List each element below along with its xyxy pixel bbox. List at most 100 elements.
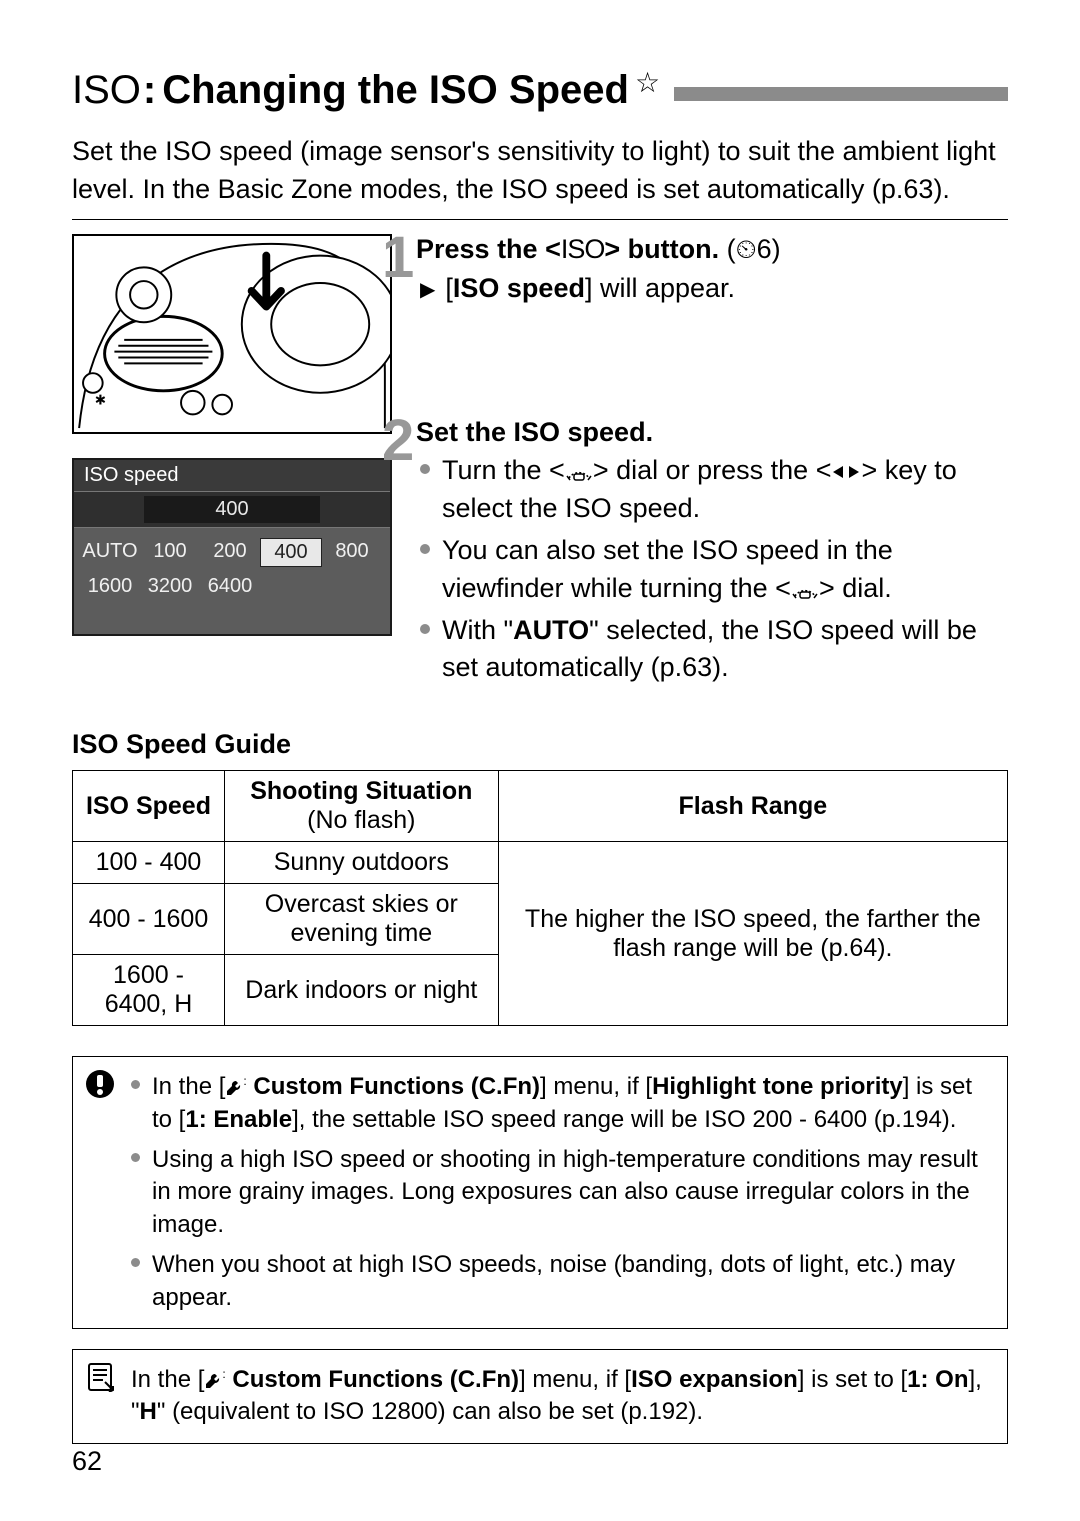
step-2: 2 Set the ISO speed. Turn the <> dial or… [416, 417, 1008, 687]
iso-option: 800 [322, 538, 382, 567]
iso-option: 6400 [200, 573, 260, 600]
warning-icon [85, 1069, 115, 1099]
th-flash-range: Flash Range [498, 771, 1007, 842]
page-number: 62 [72, 1446, 102, 1477]
t: > dial. [819, 573, 892, 603]
dot-bullet-icon [420, 464, 430, 474]
camera-top-svg: ✱ [74, 236, 390, 432]
iso-option: 100 [140, 538, 200, 567]
iso-lcd-values: AUTO 100 200 400 800 1600 3200 6400 [74, 528, 390, 634]
svg-text:✱: ✱ [95, 392, 107, 407]
t: You can also set the ISO speed in the vi… [442, 532, 1008, 608]
t: Using a high ISO speed or shooting in hi… [152, 1144, 989, 1241]
main-dial-icon [791, 580, 819, 600]
manual-page: ISO : Changing the ISO Speed ☆ Set the I… [0, 0, 1080, 1521]
triangle-bullet-icon: ▶ [420, 276, 435, 304]
left-right-key-icon [831, 463, 861, 481]
step-2-bullet: With "AUTO" selected, the ISO speed will… [416, 612, 1008, 688]
t: In the [ [131, 1366, 204, 1393]
intro-paragraph: Set the ISO speed (image sensor's sensit… [72, 133, 1008, 209]
warning-item: In the [: Custom Functions (C.Fn)] menu,… [131, 1071, 989, 1136]
step-1-heading: Press the <ISO> button. (⏲6) [416, 234, 1008, 266]
main-dial-icon [565, 462, 593, 482]
t: ] menu, if [ [519, 1366, 631, 1393]
warning-item: When you shoot at high ISO speeds, noise… [131, 1249, 989, 1314]
t: Turn the <> dial or press the <> key to … [442, 452, 1008, 528]
iso-glyph: ISO [561, 234, 605, 264]
dot-bullet-icon [131, 1153, 140, 1162]
dot-bullet-icon [420, 624, 430, 634]
iso-lcd-screenshot: ISO speed 400 AUTO 100 200 400 800 1600 … [72, 458, 392, 636]
iso-option: 3200 [140, 573, 200, 600]
note-icon [85, 1362, 115, 1392]
t: In the [ [152, 1073, 225, 1100]
timer-note: (⏲6) [727, 234, 781, 264]
iso-guide-table: ISO Speed Shooting Situation (No flash) … [72, 770, 1008, 1026]
warning-item: Using a high ISO speed or shooting in hi… [131, 1144, 989, 1241]
t: In the [: Custom Functions (C.Fn)] menu,… [152, 1071, 989, 1136]
t: Custom Functions (C.Fn) [247, 1073, 540, 1100]
cell: Sunny outdoors [224, 842, 498, 884]
step-2-heading: Set the ISO speed. [416, 417, 1008, 448]
step-1-result: ▶ [ISO speed] will appear. [416, 270, 1008, 308]
th-iso-speed: ISO Speed [73, 771, 225, 842]
title-colon: : [143, 68, 156, 113]
dot-bullet-icon [131, 1080, 140, 1089]
wrench-icon [204, 1372, 222, 1390]
right-column: 1 Press the <ISO> button. (⏲6) ▶ [ISO sp… [416, 234, 1008, 712]
cell: Dark indoors or night [224, 955, 498, 1026]
left-column: ✱ ISO speed 400 AUTO 100 200 400 800 [72, 234, 392, 712]
iso-option: 200 [200, 538, 260, 567]
cell: 100 - 400 [73, 842, 225, 884]
warning-box: In the [: Custom Functions (C.Fn)] menu,… [72, 1056, 1008, 1329]
t: ], the settable ISO speed range will be … [292, 1106, 956, 1133]
table-row: ISO Speed Shooting Situation (No flash) … [73, 771, 1008, 842]
iso-lcd-title: ISO speed [74, 460, 390, 491]
t: Turn the < [442, 455, 565, 485]
t: Press the < [416, 234, 561, 264]
iso-option-selected: 400 [260, 538, 322, 567]
step-2-bullet: You can also set the ISO speed in the vi… [416, 532, 1008, 608]
t: (No flash) [235, 806, 488, 835]
info-text: In the [: Custom Functions (C.Fn)] menu,… [131, 1364, 989, 1429]
iso-guide-heading: ISO Speed Guide [72, 729, 1008, 760]
page-title: Changing the ISO Speed [162, 68, 629, 113]
t: > button. [604, 234, 719, 264]
t: When you shoot at high ISO speeds, noise… [152, 1249, 989, 1314]
iso-speed-label: ISO speed [453, 273, 585, 303]
t: Highlight tone priority [652, 1073, 903, 1100]
auto-label: AUTO [513, 615, 589, 645]
step-number: 2 [382, 407, 414, 474]
t: With " [442, 615, 513, 645]
step-2-bullet: Turn the <> dial or press the <> key to … [416, 452, 1008, 528]
t: H [140, 1398, 157, 1425]
page-title-row: ISO : Changing the ISO Speed ☆ [72, 68, 1008, 113]
t: Custom Functions (C.Fn) [226, 1366, 519, 1393]
iso-option: AUTO [80, 538, 140, 567]
t: ISO expansion [631, 1366, 798, 1393]
table-row: 100 - 400 Sunny outdoors The higher the … [73, 842, 1008, 884]
step-1: 1 Press the <ISO> button. (⏲6) ▶ [ISO sp… [416, 234, 1008, 308]
iso-option: 1600 [80, 573, 140, 600]
cell: 1600 - 6400, H [73, 955, 225, 1026]
star-icon: ☆ [635, 66, 660, 99]
step-number: 1 [382, 224, 414, 291]
info-box: In the [: Custom Functions (C.Fn)] menu,… [72, 1349, 1008, 1444]
t: Shooting Situation [250, 777, 472, 805]
wrench-icon [225, 1079, 243, 1097]
dot-bullet-icon [131, 1258, 140, 1267]
t: ] is set to [ [798, 1366, 907, 1393]
t: " (equivalent to ISO 12800) can also be … [157, 1398, 703, 1425]
t: 1: On [907, 1366, 968, 1393]
step-columns: ✱ ISO speed 400 AUTO 100 200 400 800 [72, 234, 1008, 712]
t: [ISO speed] will appear. [445, 270, 735, 308]
cell: Overcast skies or evening time [224, 884, 498, 955]
cell-flash-range: The higher the ISO speed, the farther th… [498, 842, 1007, 1026]
title-iso-glyph: ISO [72, 68, 141, 113]
t: ] menu, if [ [540, 1073, 652, 1100]
t: > dial or press the < [593, 455, 832, 485]
title-rule [674, 87, 1008, 101]
separator [72, 219, 1008, 220]
t: ] will appear. [585, 273, 735, 303]
t: [ [445, 273, 453, 303]
